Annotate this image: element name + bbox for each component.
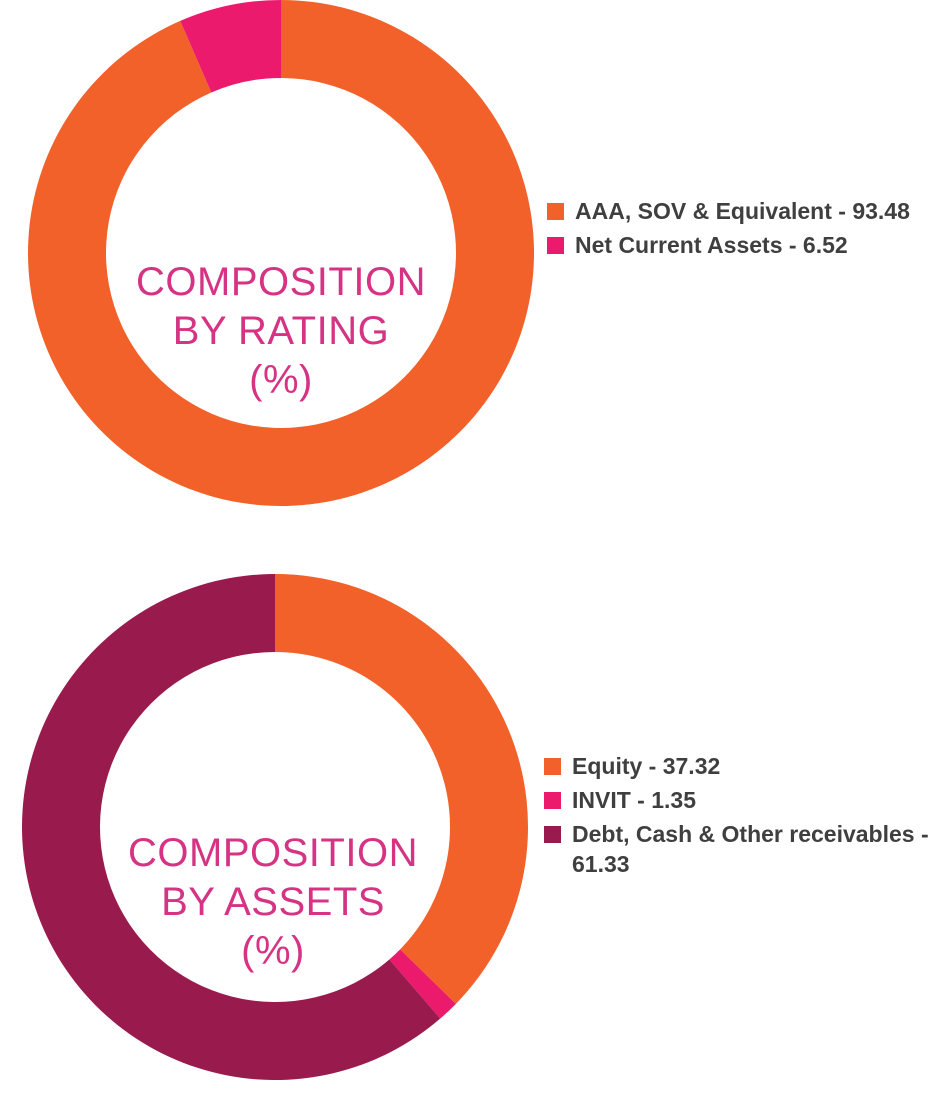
assets-donut bbox=[22, 574, 529, 1080]
assets-title-line-3: (%) bbox=[241, 928, 305, 973]
assets-chart-title: COMPOSITION BY ASSETS (%) bbox=[88, 829, 458, 975]
legend-label-debt-cash: Debt, Cash & Other receivables - 61.33 bbox=[572, 821, 929, 877]
legend-swatch-debt-cash bbox=[544, 826, 561, 843]
donut-slice-equity bbox=[275, 574, 529, 1004]
legend-label-net-current-assets: Net Current Assets - 6.52 bbox=[575, 232, 848, 258]
legend-label-aaa-sov: AAA, SOV & Equivalent - 93.48 bbox=[575, 198, 910, 224]
rating-title-line-1: COMPOSITION bbox=[136, 260, 426, 304]
rating-title-line-3: (%) bbox=[249, 357, 313, 402]
legend-label-equity: Equity - 37.32 bbox=[572, 753, 721, 779]
rating-legend: AAA, SOV & Equivalent - 93.48 Net Curren… bbox=[547, 196, 937, 264]
legend-label-invit: INVIT - 1.35 bbox=[572, 787, 696, 813]
legend-swatch-aaa-sov bbox=[547, 203, 564, 220]
legend-swatch-net-current-assets bbox=[547, 237, 564, 254]
legend-swatch-invit bbox=[544, 792, 561, 809]
rating-title-line-2: BY RATING bbox=[172, 308, 390, 353]
legend-item-debt-cash: Debt, Cash & Other receivables - 61.33 bbox=[544, 819, 944, 879]
donut-slice-debt-cash-other-receivables bbox=[22, 574, 441, 1080]
assets-title-line-2: BY ASSETS bbox=[161, 879, 385, 924]
assets-title-line-1: COMPOSITION bbox=[128, 831, 418, 875]
donut-slice-aaa-sov-equivalent bbox=[27, 0, 535, 506]
rating-donut bbox=[27, 0, 535, 506]
legend-swatch-equity bbox=[544, 758, 561, 775]
donut-slice-net-current-assets bbox=[180, 0, 281, 93]
assets-legend: Equity - 37.32 INVIT - 1.35 Debt, Cash &… bbox=[544, 751, 944, 883]
composition-by-assets-chart: COMPOSITION BY ASSETS (%) Equity - 37.32… bbox=[0, 560, 944, 1100]
donut-slice-invit bbox=[389, 949, 456, 1019]
legend-item-equity: Equity - 37.32 bbox=[544, 751, 944, 781]
rating-chart-title: COMPOSITION BY RATING (%) bbox=[96, 258, 466, 404]
legend-item-invit: INVIT - 1.35 bbox=[544, 785, 944, 815]
composition-by-rating-chart: COMPOSITION BY RATING (%) AAA, SOV & Equ… bbox=[0, 0, 944, 520]
legend-item-aaa-sov: AAA, SOV & Equivalent - 93.48 bbox=[547, 196, 937, 226]
legend-item-net-current-assets: Net Current Assets - 6.52 bbox=[547, 230, 937, 260]
